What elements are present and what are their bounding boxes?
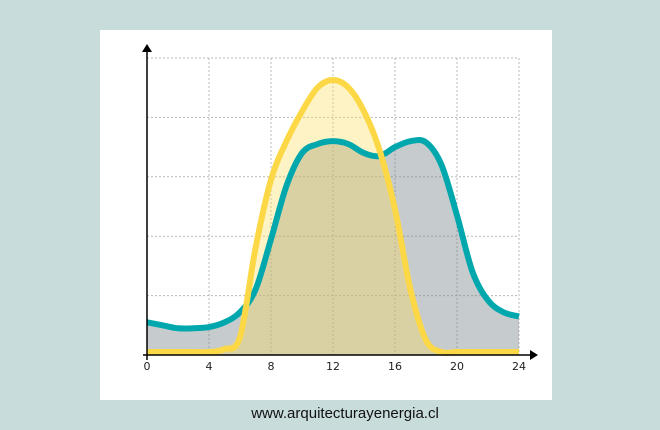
x-tick-label: 24 <box>512 360 526 373</box>
x-tick-label: 20 <box>450 360 464 373</box>
line <box>146 136 520 332</box>
y-arrow <box>142 44 152 52</box>
source: www.arquitecturayenergia.cl <box>250 405 439 422</box>
x-tick-label: 12 <box>326 360 340 373</box>
x-arrow <box>530 350 538 360</box>
x-tick-label: 8 <box>268 360 275 373</box>
line <box>147 76 519 356</box>
x-tick-label: 0 <box>144 360 151 373</box>
x-tick-label: 16 <box>388 360 402 373</box>
area <box>147 80 519 355</box>
x-tick-label: 4 <box>206 360 213 373</box>
panel <box>100 30 552 400</box>
area <box>147 141 519 355</box>
